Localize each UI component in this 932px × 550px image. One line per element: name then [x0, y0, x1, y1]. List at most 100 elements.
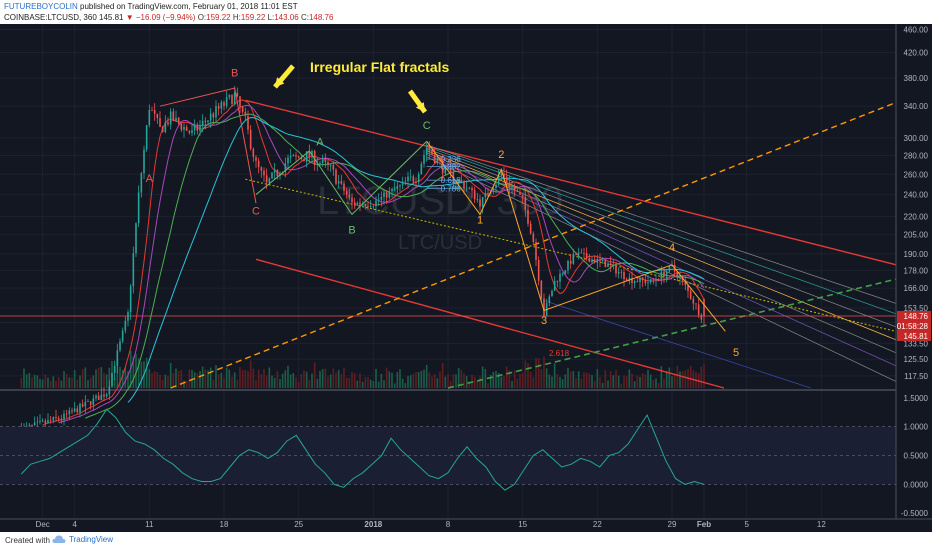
candle-body — [45, 421, 47, 423]
volume-bar — [325, 369, 327, 388]
volume-bar — [511, 381, 513, 388]
candle-body — [541, 281, 543, 299]
candle-body — [463, 182, 465, 188]
volume-bar — [447, 374, 449, 388]
volume-bar — [413, 374, 415, 388]
volume-bar — [194, 372, 196, 388]
candle-body — [178, 118, 180, 124]
candle-body — [410, 176, 412, 177]
volume-bar — [309, 380, 311, 388]
candle-body — [77, 408, 79, 412]
volume-bar — [661, 366, 663, 388]
candle-body — [149, 110, 151, 125]
candle-body — [690, 291, 692, 299]
volume-bar — [682, 371, 684, 388]
volume-bar — [290, 374, 292, 388]
price-chart[interactable]: LTCUSD, 360 LTC/USD 0.2360.3820.6180.786… — [0, 24, 932, 532]
candle-body — [151, 110, 153, 111]
candle-body — [429, 147, 431, 150]
candle-body — [207, 121, 209, 122]
candle-body — [135, 223, 137, 253]
candle-body — [562, 273, 564, 274]
author-link[interactable]: FUTUREBOYCOLIN — [4, 2, 78, 11]
fib-level-label: 0.786 — [441, 184, 462, 193]
candle-body — [42, 421, 44, 422]
candle-body — [130, 286, 132, 312]
volume-bar — [162, 380, 164, 388]
volume-bar — [618, 376, 620, 388]
candle-body — [591, 259, 593, 262]
price-tick-label: 280.00 — [904, 151, 929, 160]
volume-bar — [82, 369, 84, 388]
volume-bar — [402, 379, 404, 388]
candle-body — [391, 189, 393, 191]
candle-body — [357, 203, 359, 205]
candle-body — [399, 185, 401, 186]
candle-body — [349, 195, 351, 198]
candle-body — [402, 182, 404, 185]
candle-body — [426, 147, 428, 154]
volume-bar — [375, 369, 377, 388]
volume-bar — [365, 377, 367, 388]
price-tick-label: 178.00 — [904, 266, 929, 275]
candle-body — [423, 155, 425, 164]
volume-bar — [146, 358, 148, 388]
time-tick-label: 29 — [668, 520, 677, 529]
candle-body — [578, 253, 580, 255]
volume-bar — [607, 381, 609, 388]
volume-bar — [205, 369, 207, 388]
volume-bar — [271, 376, 273, 388]
volume-bar — [322, 369, 324, 388]
candle-body — [418, 174, 420, 182]
candle-body — [485, 193, 487, 197]
candle-body — [157, 114, 159, 118]
volume-bar — [295, 377, 297, 388]
volume-bar — [383, 380, 385, 388]
volume-bar — [351, 372, 353, 388]
close-label: C: — [301, 13, 309, 22]
volume-bar — [90, 378, 92, 388]
candle-body — [322, 160, 324, 163]
candle-body — [637, 281, 639, 282]
volume-bar — [255, 380, 257, 388]
candle-body — [234, 93, 236, 104]
price-tick-label: 166.00 — [904, 284, 929, 293]
volume-bar — [533, 377, 535, 388]
candle-body — [389, 191, 391, 197]
volume-bar — [530, 372, 532, 388]
volume-bar — [666, 371, 668, 388]
candle-body — [215, 106, 217, 117]
volume-bar — [485, 369, 487, 388]
volume-bar — [98, 368, 100, 388]
volume-bar — [237, 380, 239, 388]
candle-body — [487, 193, 489, 194]
volume-bar — [479, 377, 481, 388]
time-tick-label: 8 — [446, 520, 451, 529]
volume-bar — [629, 370, 631, 388]
volume-bar — [175, 369, 177, 388]
volume-bar — [125, 368, 127, 388]
candle-body — [191, 130, 193, 133]
volume-bar — [338, 370, 340, 388]
volume-bar — [87, 380, 89, 388]
volume-bar — [21, 378, 23, 388]
candle-body — [274, 170, 276, 173]
candle-body — [101, 395, 103, 400]
volume-bar — [493, 372, 495, 388]
candle-body — [575, 254, 577, 255]
candle-body — [74, 408, 76, 411]
cloud-icon — [52, 534, 66, 544]
volume-bar — [202, 367, 204, 388]
candle-body — [583, 253, 585, 254]
volume-bar — [183, 381, 185, 388]
volume-bar — [197, 373, 199, 388]
volume-bar — [501, 377, 503, 388]
symbol-label[interactable]: COINBASE:LTCUSD, 360 — [4, 13, 97, 22]
candle-body — [298, 156, 300, 157]
candle-body — [242, 107, 244, 112]
footer-brand: TradingView — [69, 535, 113, 544]
price-badge-label: 145.81 — [904, 332, 929, 341]
tradingview-logo[interactable]: TradingView — [52, 534, 113, 544]
candle-body — [522, 195, 524, 197]
candle-body — [79, 404, 81, 412]
